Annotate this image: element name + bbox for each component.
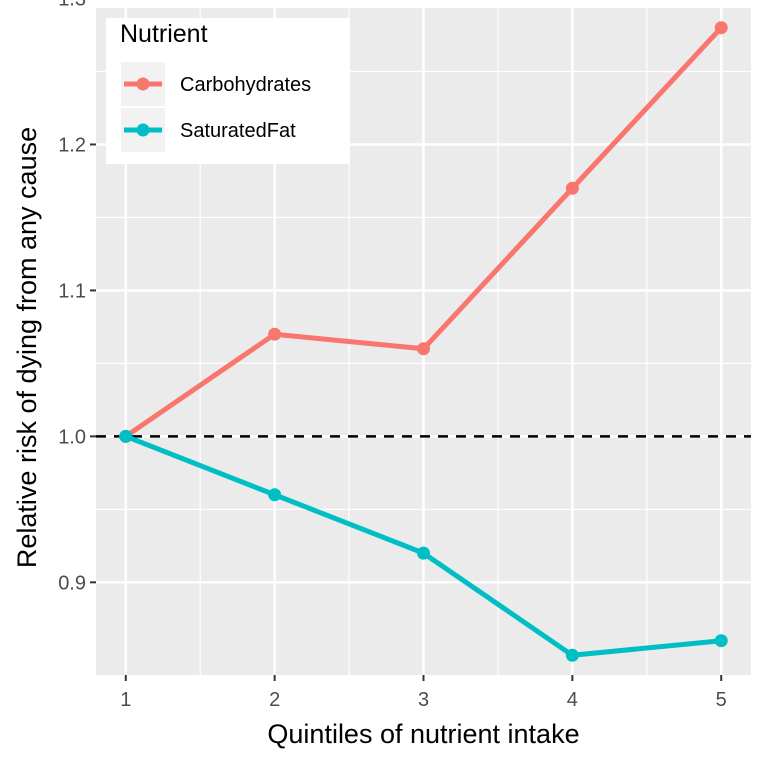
data-point-saturatedfat — [268, 488, 282, 502]
series-layer — [119, 21, 728, 662]
legend-label-saturatedfat: SaturatedFat — [180, 120, 296, 142]
x-axis-label: Quintiles of nutrient intake — [267, 719, 579, 749]
y-tick-label: 0.9 — [58, 572, 86, 594]
data-point-saturatedfat — [714, 634, 728, 648]
y-tick-label: 1.1 — [58, 280, 86, 302]
legend-key-point-carbohydrates — [136, 77, 150, 91]
data-point-saturatedfat — [565, 648, 579, 662]
y-tick-label: 1.2 — [58, 134, 86, 156]
data-point-saturatedfat — [417, 546, 430, 560]
legend-items: Carbohydrates SaturatedFat — [121, 62, 311, 152]
x-tick-label: 1 — [120, 689, 131, 711]
data-point-carbohydrates — [565, 181, 579, 195]
x-tick-label: 5 — [716, 689, 727, 711]
x-tick-label: 3 — [418, 689, 429, 711]
legend-label-carbohydrates: Carbohydrates — [180, 74, 311, 96]
legend: Nutrient Carbohydrates SaturatedFat — [106, 18, 350, 164]
y-tick-label: 1.3 — [58, 0, 86, 11]
data-point-carbohydrates — [417, 342, 430, 356]
x-axis: 1 2 3 4 5 — [120, 675, 727, 711]
y-axis: 0.9 1.0 1.1 1.2 1.3 — [58, 0, 96, 594]
legend-title: Nutrient — [120, 20, 208, 48]
x-tick-label: 2 — [269, 689, 280, 711]
y-tick-label: 1.0 — [58, 426, 86, 448]
data-point-carbohydrates — [714, 21, 728, 35]
data-point-carbohydrates — [268, 327, 282, 341]
legend-key-point-saturatedfat — [136, 123, 150, 137]
x-tick-label: 4 — [567, 689, 578, 711]
y-axis-label: Relative risk of dying from any cause — [12, 127, 42, 568]
data-point-saturatedfat — [119, 429, 133, 443]
